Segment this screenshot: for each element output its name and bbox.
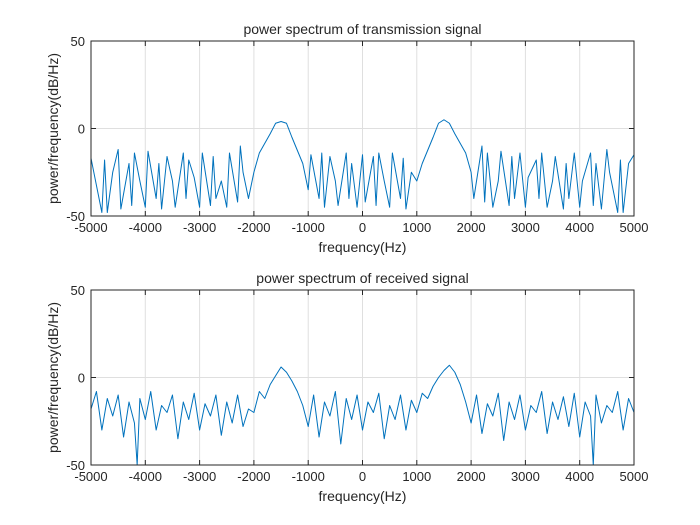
x-tick-label: 0: [359, 469, 366, 484]
x-axis-label: frequency(Hz): [319, 488, 407, 504]
x-tick-label: -5000: [74, 469, 107, 484]
x-tick-label: -2000: [237, 469, 270, 484]
subplot-1: -5000 -4000 -3000 -2000 -1000 0 1000 2000 3000 40…: [45, 21, 648, 255]
x-tick-label: 5000: [620, 220, 649, 235]
x-axis-label: frequency(Hz): [319, 239, 407, 255]
x-tick-label: -4000: [129, 469, 162, 484]
subplot-2: -5000 -4000 -3000 -2000 -1000 0 1000 2000 3000 40…: [45, 270, 648, 504]
x-tick-label: -4000: [129, 220, 162, 235]
x-tick-label: -3000: [183, 220, 216, 235]
x-tick-label: 4000: [565, 220, 594, 235]
x-tick-label: -5000: [74, 220, 107, 235]
y-axis-label: power/frequency(dB/Hz): [45, 53, 61, 204]
y-tick-label: 50: [71, 34, 85, 49]
x-tick-label: 2000: [457, 220, 486, 235]
x-tick-label: 5000: [620, 469, 649, 484]
y-tick-label: 50: [71, 283, 85, 298]
x-tick-label: -3000: [183, 469, 216, 484]
x-tick-label: 1000: [402, 469, 431, 484]
x-tick-label: 4000: [565, 469, 594, 484]
y-axis-label: power/frequency(dB/Hz): [45, 302, 61, 453]
x-tick-label: 2000: [457, 469, 486, 484]
y-tick-label: -50: [66, 209, 85, 224]
chart-title: power spectrum of transmission signal: [243, 21, 481, 37]
x-tick-label: -2000: [237, 220, 270, 235]
y-tick-label: -50: [66, 458, 85, 473]
series-line-1: [91, 119, 634, 213]
y-tick-label: 0: [78, 371, 85, 386]
x-tick-label: 3000: [511, 220, 540, 235]
x-tick-label: 0: [359, 220, 366, 235]
y-tick-label: 0: [78, 122, 85, 137]
x-tick-label: 3000: [511, 469, 540, 484]
series-line-1: [91, 364, 634, 465]
chart-title: power spectrum of received signal: [256, 270, 468, 286]
x-tick-label: 1000: [402, 220, 431, 235]
x-tick-label: -1000: [292, 469, 325, 484]
x-tick-label: -1000: [292, 220, 325, 235]
